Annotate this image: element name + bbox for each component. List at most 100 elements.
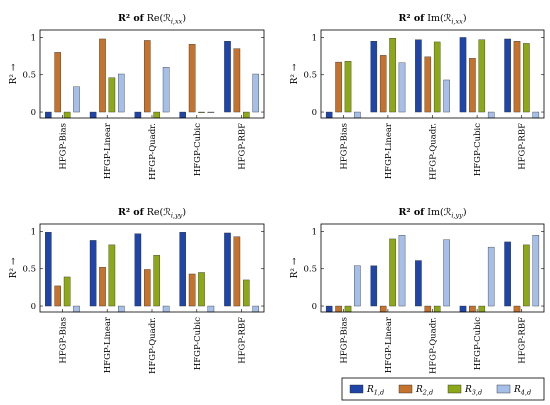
bar-hfgpbias-series-2	[54, 285, 61, 307]
bar-hfgprbf-series-4	[252, 73, 259, 113]
legend-swatch-3	[447, 384, 462, 394]
bar-hfgprbf-series-3	[523, 43, 530, 113]
bar-hfgprbf-series-1	[224, 41, 231, 113]
bar-hfgpquadr-series-4	[443, 239, 450, 307]
bar-hfgprbf-series-2	[233, 48, 241, 113]
bar-hfgpquadr-series-3	[153, 255, 160, 307]
legend-box	[341, 377, 545, 401]
bar-hfgpbias-series-2	[54, 52, 61, 113]
bar-hfgpbias-series-2	[335, 305, 342, 313]
chart-title: R² of Re(ℛi,yy)	[118, 207, 186, 220]
bar-hfgpquadr-series-3	[153, 111, 160, 119]
legend-label-1: R1,d	[366, 385, 384, 397]
category-label: HFGP-Linear	[103, 122, 113, 179]
bar-hfgplinear-series-3	[389, 238, 396, 307]
chart-panel-4: R² of Im(ℛi,yy) 0 0.5 1 R² → HFGP-Bias HFGP-Li…	[290, 207, 545, 374]
category-label: HFGP-Quadr.	[429, 317, 439, 374]
bar-hfgpcubic-series-2	[469, 58, 476, 113]
bar-hfgpquadr-series-1	[415, 39, 422, 113]
bar-hfgplinear-series-2	[379, 305, 387, 313]
bar-hfgprbf-series-2	[513, 305, 521, 313]
bar-hfgprbf-series-2	[233, 236, 241, 307]
bar-hfgplinear-series-4	[118, 305, 125, 313]
chart-panel-1: R² of Re(ℛi,xx) 0 0.5 1 R² → HFGP-Bias HFGP-Li…	[9, 13, 265, 180]
bar-hfgprbf-series-3	[243, 279, 250, 307]
category-label: HFGP-RBF	[518, 123, 528, 170]
bar-hfgpcubic-series-2	[188, 43, 196, 113]
bar-hfgplinear-series-4	[398, 62, 406, 113]
bar-hfgpquadr-series-1	[415, 260, 422, 307]
bar-hfgpcubic-series-3	[478, 305, 486, 313]
bar-hfgpquadr-series-1	[134, 233, 142, 307]
y-tick-label: 0	[312, 108, 317, 118]
category-label: HFGP-Quadr.	[429, 123, 439, 180]
bar-hfgpbias-series-3	[344, 305, 352, 313]
plot-frame	[39, 223, 265, 313]
bar-hfgpcubic-series-1	[459, 37, 467, 113]
plot-frame	[320, 223, 545, 313]
category-label: HFGP-Quadr.	[148, 123, 158, 180]
category-label: HFGP-Cubic	[193, 123, 203, 176]
y-tick-label: 0.5	[22, 71, 36, 81]
bar-hfgprbf-series-4	[532, 111, 540, 119]
bar-hfgpquadr-series-3	[433, 305, 441, 313]
category-label: HFGP-RBF	[238, 317, 248, 364]
chart-title: R² of Im(ℛi,xx)	[398, 13, 466, 26]
bar-hfgpquadr-series-4	[162, 305, 170, 313]
y-tick-label: 0.5	[22, 265, 36, 275]
legend-swatch-1	[349, 384, 364, 394]
bar-hfgpcubic-series-1	[459, 305, 467, 313]
bar-hfgplinear-series-3	[108, 244, 116, 307]
y-axis-label: R² →	[290, 63, 300, 84]
y-axis-label: R² →	[9, 63, 19, 84]
bar-hfgpquadr-series-2	[144, 269, 151, 307]
bar-hfgplinear-series-3	[389, 38, 396, 113]
legend-label-4: R4,d	[513, 385, 531, 397]
category-label: HFGP-Bias	[58, 317, 68, 364]
bar-hfgpquadr-series-2	[424, 305, 432, 313]
bar-hfgpbias-series-3	[63, 111, 71, 119]
chart-panel-3: R² of Re(ℛi,yy) 0 0.5 1 R² → HFGP-Bias HFGP-Li…	[9, 207, 265, 374]
bar-hfgplinear-series-1	[89, 240, 97, 307]
bar-hfgpcubic-series-4	[487, 246, 495, 307]
category-label: HFGP-Bias	[339, 317, 349, 364]
bar-hfgprbf-series-3	[523, 244, 530, 307]
bar-hfgprbf-series-3	[243, 111, 250, 119]
bar-hfgpcubic-series-3	[198, 111, 205, 113]
bar-hfgpquadr-series-2	[424, 56, 432, 113]
bar-hfgplinear-series-1	[370, 265, 378, 307]
bar-hfgprbf-series-2	[513, 41, 521, 113]
chart-panel-2: R² of Im(ℛi,xx) 0 0.5 1 R² → HFGP-Bias HFGP-Li…	[290, 13, 545, 180]
bar-hfgprbf-series-4	[532, 235, 540, 307]
y-tick-label: 0	[31, 302, 36, 312]
y-tick-label: 1	[312, 33, 317, 43]
bar-hfgplinear-series-2	[99, 38, 106, 113]
bar-hfgplinear-series-1	[89, 111, 97, 119]
bar-hfgprbf-series-1	[224, 232, 231, 307]
bar-hfgpcubic-series-3	[198, 272, 205, 307]
chart-title: R² of Im(ℛi,yy)	[398, 207, 466, 220]
bar-hfgprbf-series-4	[252, 305, 259, 313]
y-tick-label: 0	[31, 108, 36, 118]
bar-hfgpcubic-series-2	[188, 273, 196, 307]
chart-title: R² of Re(ℛi,xx)	[118, 13, 186, 26]
plot-frame	[39, 29, 265, 119]
bar-hfgpquadr-series-4	[443, 79, 450, 113]
bar-hfgpcubic-series-4	[207, 111, 215, 113]
legend-label-3: R3,d	[464, 385, 482, 397]
y-tick-label: 0.5	[303, 265, 317, 275]
bar-hfgplinear-series-1	[370, 41, 378, 113]
y-axis-label: R² →	[9, 257, 19, 278]
bar-hfgpcubic-series-4	[487, 111, 495, 119]
y-tick-label: 0	[312, 302, 317, 312]
bar-hfgpbias-series-4	[73, 305, 80, 313]
bar-hfgpbias-series-4	[354, 265, 361, 307]
category-label: HFGP-Linear	[384, 316, 394, 373]
bar-hfgpbias-series-1	[325, 111, 333, 119]
y-tick-label: 1	[31, 227, 36, 237]
y-tick-label: 0.5	[303, 71, 317, 81]
bar-hfgplinear-series-3	[108, 77, 116, 113]
legend: R1,d R2,d R3,d R4,d	[341, 377, 545, 401]
category-label: HFGP-Cubic	[193, 317, 203, 370]
